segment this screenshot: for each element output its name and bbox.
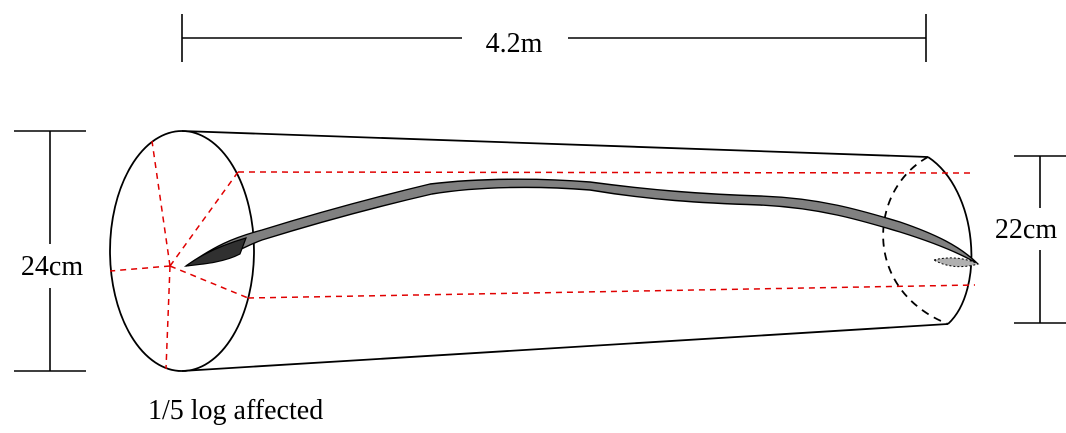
small-end-arc [927, 156, 973, 325]
small-end-hidden-arc [882, 156, 949, 325]
sector-line-4 [165, 265, 171, 370]
sector-line-5 [109, 265, 171, 272]
sector-line-3 [169, 265, 249, 299]
caption: 1/5 log affected [148, 395, 323, 426]
guide-bottom-line [247, 284, 976, 299]
guide-top-line [237, 171, 976, 174]
defect-tip-right [932, 257, 980, 268]
length-label: 4.2m [486, 28, 543, 59]
large-diameter-dimension [14, 130, 86, 372]
sector-line-2 [169, 171, 239, 267]
log-outline [109, 130, 973, 372]
small-diameter-dimension [1014, 155, 1066, 324]
sector-line-1 [151, 140, 171, 267]
defect-band [185, 178, 979, 267]
defect-streak [183, 178, 980, 268]
large-diameter-label: 24cm [21, 251, 83, 282]
length-dimension [181, 14, 927, 62]
sector-guides [109, 140, 976, 370]
log-top-edge [181, 130, 929, 158]
log-bottom-edge [181, 323, 949, 372]
defect-tip-left [183, 237, 247, 267]
small-diameter-label: 22cm [995, 214, 1057, 245]
